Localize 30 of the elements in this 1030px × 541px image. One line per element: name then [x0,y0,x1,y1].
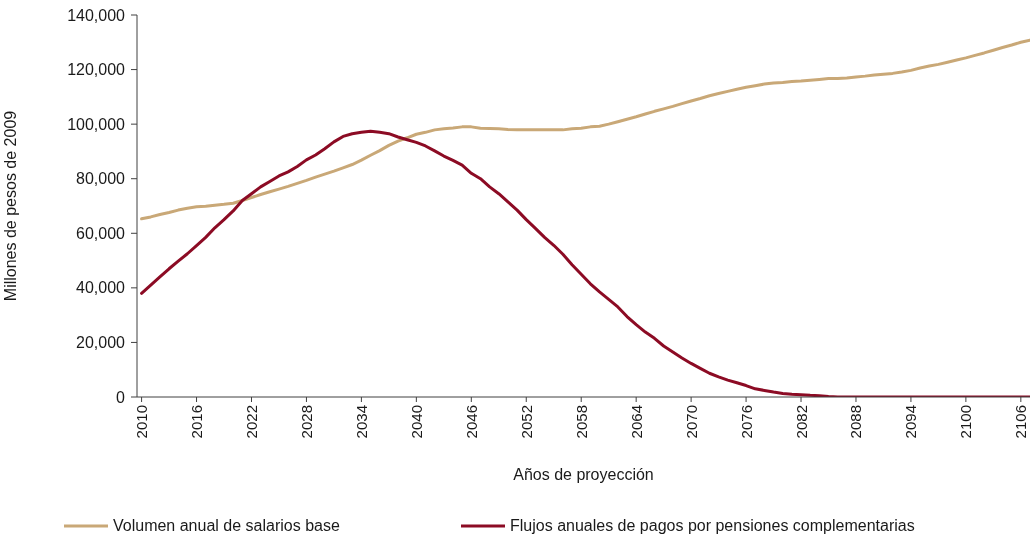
x-tick-label: 2100 [957,405,975,439]
y-tick-label: 40,000 [76,279,126,297]
y-axis-title: Millones de pesos de 2009 [1,110,19,302]
x-tick-label: 2082 [792,405,810,439]
y-tick-label: 60,000 [76,224,126,242]
x-tick-label: 2028 [297,405,315,439]
x-tick-label: 2046 [462,405,480,439]
x-tick-label: 2088 [847,405,865,439]
y-tick-label: 120,000 [67,61,126,79]
y-tick-label: 80,000 [76,170,126,188]
x-tick-label: 2058 [572,405,590,439]
x-tick-label: 2022 [242,405,260,439]
x-tick-label: 2016 [188,405,206,439]
x-tick-label: 2040 [407,405,425,439]
x-tick-label: 2010 [133,405,151,439]
x-axis-title: Años de proyección [513,466,654,483]
legend-label: Flujos anuales de pagos por pensiones complementarias [510,517,915,535]
y-tick-label: 140,000 [67,6,126,24]
y-tick-label: 20,000 [76,333,126,351]
x-tick-label: 2034 [352,405,370,439]
x-tick-label: 2052 [517,405,535,439]
x-tick-label: 2076 [737,405,755,439]
x-tick-label: 2070 [682,405,700,439]
x-tick-label: 2064 [627,405,645,439]
legend-label: Volumen anual de salarios base [113,517,340,535]
y-tick-label: 0 [116,388,126,406]
y-tick-label: 100,000 [67,115,126,133]
line-series [140,38,1030,221]
x-tick-label: 2094 [902,405,920,439]
x-tick-label: 2106 [1012,405,1030,439]
